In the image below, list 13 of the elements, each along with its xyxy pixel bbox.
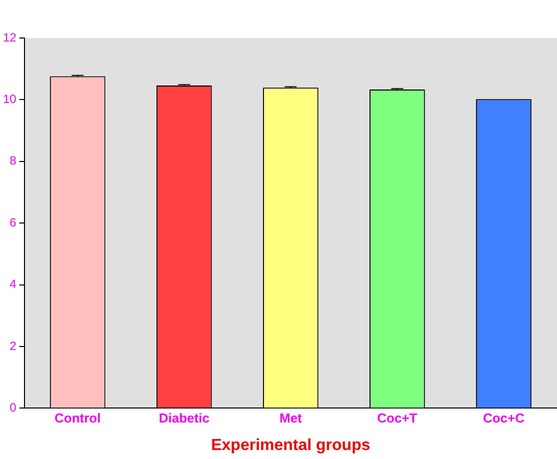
y-tick-label: 8 [10,154,17,168]
x-axis-title: Experimental groups [211,436,370,454]
y-tick-label: 12 [2,30,17,44]
x-tick-label: Diabetic [158,410,210,426]
x-tick-label: Met [279,410,303,426]
x-tick-label: Coc+C [482,410,526,426]
x-tick-label: Control [54,410,101,426]
y-tick-label: 4 [10,277,17,292]
x-tick-label: Coc+T [377,410,418,426]
y-tick-label: 10 [2,92,17,106]
y-tick-label: 2 [10,338,17,353]
y-tick-label: 0 [10,400,17,415]
y-tick-label: 6 [10,215,17,230]
